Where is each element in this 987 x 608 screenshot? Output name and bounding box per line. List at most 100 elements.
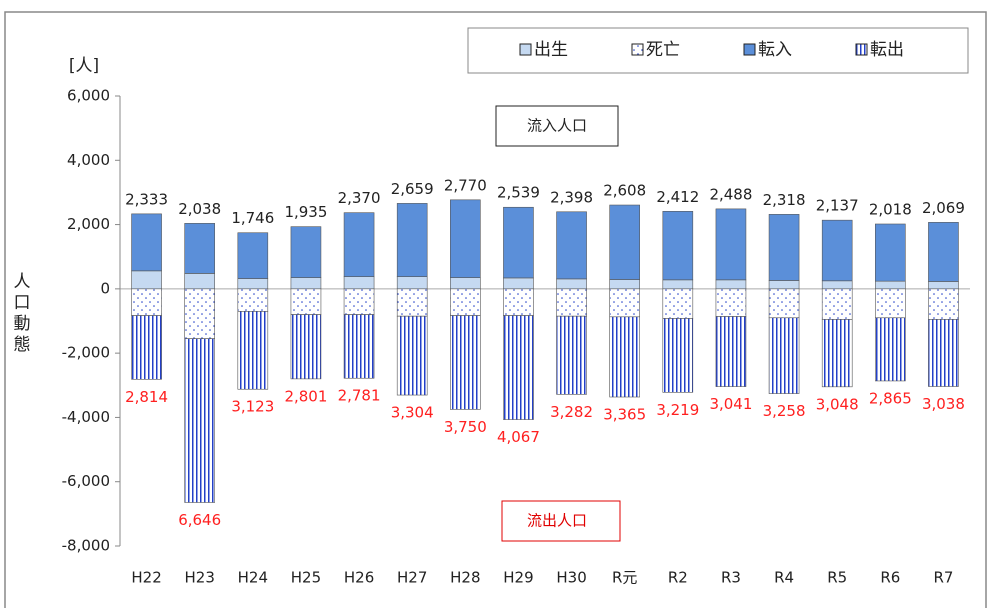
bar-segment [768, 280, 800, 290]
inflow-total-label: 2,488 [709, 185, 752, 203]
bar-segment [503, 206, 534, 279]
bar-segment [396, 203, 428, 277]
y-tick-label: -8,000 [62, 537, 110, 555]
x-tick-label: R6 [880, 569, 900, 587]
bar-segment [184, 223, 215, 274]
unit-label: [人] [69, 56, 99, 76]
outflow-total-label: 2,814 [125, 388, 168, 406]
bar-segment [503, 277, 534, 290]
legend-label: 出生 [534, 40, 568, 60]
bar-segment [556, 278, 587, 290]
inflow-total-label: 2,412 [656, 188, 699, 206]
x-tick-label: H22 [131, 569, 161, 587]
y-tick-label: 4,000 [67, 151, 110, 169]
x-tick-label: H23 [185, 569, 215, 587]
inflow-total-label: 2,018 [869, 200, 912, 218]
outflow-total-label: 3,282 [550, 403, 593, 421]
legend-label: 転入 [758, 40, 792, 60]
y-tick-label: -2,000 [62, 344, 110, 362]
bar-segment [928, 319, 959, 387]
bar-segment [184, 338, 215, 503]
bar-segment [928, 281, 959, 290]
x-tick-label: H29 [503, 569, 533, 587]
bar-segment [715, 208, 747, 281]
bar-segment [556, 288, 587, 317]
y-axis-label: 人口動態 [14, 272, 31, 355]
bar-segment [343, 212, 375, 277]
bar-segment [290, 226, 322, 278]
y-tick-label: 2,000 [67, 215, 110, 233]
bar-segment [131, 315, 162, 380]
annotation: 流入人口 [527, 117, 587, 135]
legend-label: 転出 [870, 40, 904, 60]
outflow-total-label: 3,365 [603, 406, 646, 424]
bar-segment [609, 288, 640, 318]
x-tick-label: H27 [397, 569, 427, 587]
bar-segment [768, 317, 800, 394]
bar-segment [450, 199, 481, 278]
y-axis-label: 人口動態 [14, 272, 31, 355]
outflow-total-label: 2,865 [869, 389, 912, 407]
frame [4, 11, 987, 608]
x-tick-label: R2 [668, 569, 688, 587]
bar-segment [237, 232, 269, 279]
bar-segment [556, 211, 587, 280]
bar-segment [609, 316, 640, 398]
bar-segment [503, 315, 534, 420]
outflow-total-label: 6,646 [178, 511, 221, 529]
bar-segment [821, 219, 853, 282]
bar-segment [237, 288, 269, 312]
bar-segment [450, 315, 481, 410]
bar-segment [237, 311, 269, 390]
y-tick-label: 6,000 [67, 87, 110, 105]
bar-segment [556, 315, 587, 395]
bar-segment [396, 276, 428, 290]
bar-segment [928, 288, 959, 320]
bar-segment [768, 214, 800, 281]
outflow-total-label: 3,038 [922, 395, 965, 413]
bar-segment [609, 279, 640, 290]
bar-segment [131, 270, 162, 290]
outflow-total-label: 2,801 [284, 387, 327, 405]
bar-segment [184, 273, 215, 290]
x-tick-label: R5 [827, 569, 847, 587]
bar-segment [343, 314, 375, 379]
annotation-box [495, 105, 619, 147]
bar-segment [290, 314, 322, 380]
inflow-total-label: 2,659 [391, 180, 434, 198]
x-tick-label: H25 [291, 569, 321, 587]
x-tick-label: H28 [450, 569, 480, 587]
annotation: 流出人口 [527, 512, 587, 530]
x-tick-label: R4 [774, 569, 794, 587]
legend-swatch [631, 43, 644, 56]
bar-segment [237, 278, 269, 290]
outflow-total-label: 4,067 [497, 428, 540, 446]
bar-segment [662, 279, 694, 290]
inflow-total-label: 2,608 [603, 182, 646, 200]
x-tick-label: R3 [721, 569, 741, 587]
bar-segment [662, 288, 694, 319]
inflow-total-label: 2,333 [125, 190, 168, 208]
bar-segment [343, 288, 375, 315]
legend-box [467, 27, 969, 74]
bar-segment [662, 318, 694, 393]
inflow-total-label: 1,746 [231, 209, 274, 227]
x-tick-label: H26 [344, 569, 374, 587]
bar-segment [343, 276, 375, 290]
bar-segment [821, 319, 853, 388]
bar-segment [450, 288, 481, 316]
bar-segment [875, 223, 906, 282]
bar-segment [290, 277, 322, 290]
inflow-total-label: 2,539 [497, 184, 540, 202]
bar-segment [609, 204, 640, 280]
bar-segment [396, 288, 428, 317]
bar-segment [396, 315, 428, 396]
bar-segment [131, 288, 162, 316]
inflow-total-label: 2,370 [338, 189, 381, 207]
x-tick-label: H24 [238, 569, 268, 587]
y-tick-label: 0 [100, 279, 110, 297]
bar-segment [662, 211, 694, 281]
bar-segment [928, 222, 959, 282]
bar-segment [715, 316, 747, 387]
